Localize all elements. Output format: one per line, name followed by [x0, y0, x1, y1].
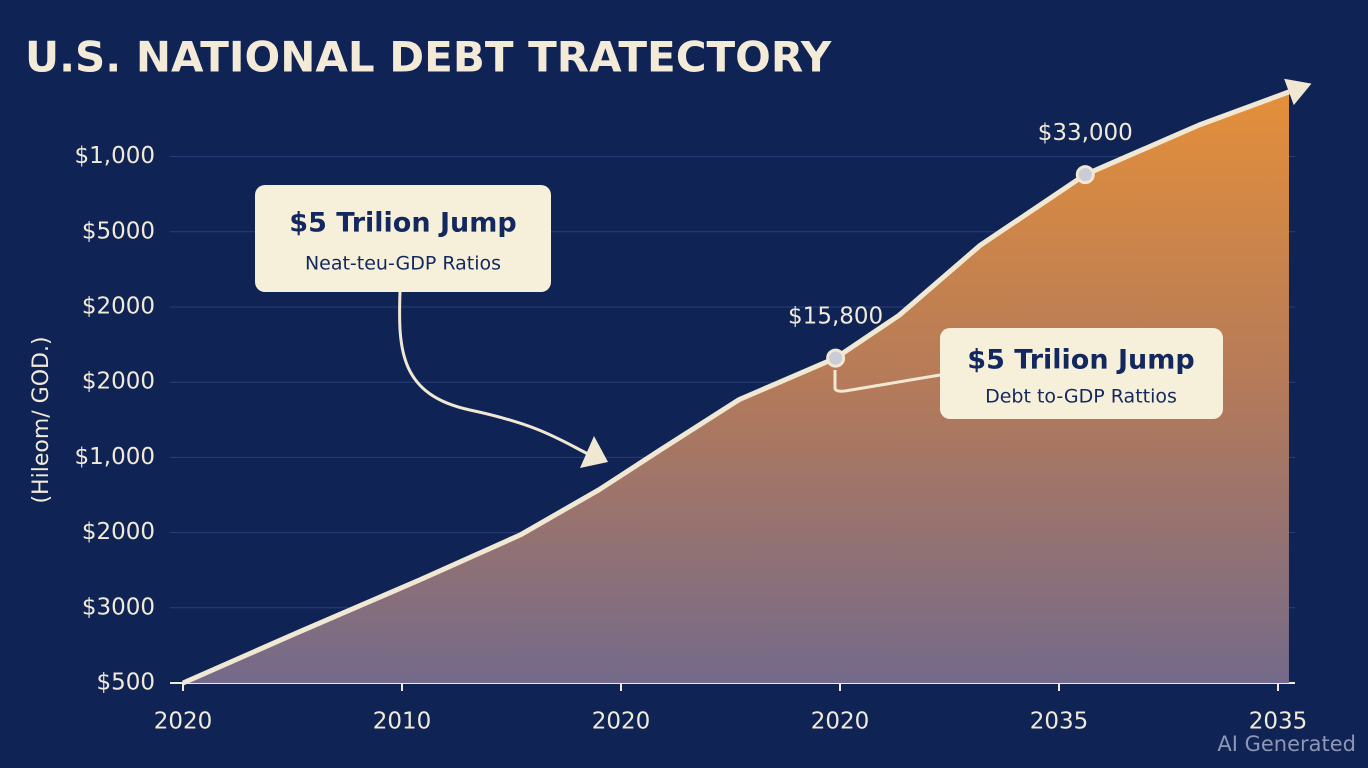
callout-title: $5 Trilion Jump [967, 345, 1194, 376]
callout-title: $5 Trilion Jump [289, 208, 516, 239]
x-tick-label: 2020 [592, 709, 651, 735]
y-tick-label: $2000 [82, 369, 155, 395]
point-marker [1075, 165, 1095, 185]
x-tick-label: 2020 [154, 709, 213, 735]
callout-box [940, 328, 1223, 419]
y-tick-label: $1,000 [75, 444, 155, 470]
callout-connector [833, 370, 941, 393]
x-tick-label: 2010 [373, 709, 432, 735]
x-tick-label: 2035 [1030, 709, 1089, 735]
point-label: $33,000 [1038, 120, 1133, 146]
callout-text: Debt to-GDP Rattios [985, 386, 1177, 408]
y-tick-label: $1,000 [75, 143, 155, 169]
callout-box [255, 185, 551, 292]
area [183, 91, 1289, 683]
y-tick-label: $3000 [82, 594, 155, 620]
arrow-head [580, 436, 608, 468]
watermark: AI Generated [1217, 732, 1356, 756]
point-marker [826, 348, 846, 368]
y-tick-label: $500 [96, 670, 155, 696]
y-tick-label: $2000 [82, 519, 155, 545]
y-tick-label: $2000 [82, 294, 155, 320]
arrow-head [1284, 78, 1312, 106]
y-tick-label: $5000 [82, 218, 155, 244]
callout-text: Neat-teu-GDP Ratios [305, 253, 501, 275]
point-label: $15,800 [788, 304, 883, 330]
chart-title: U.S. NATIONAL DEBT TRATECTORY [25, 33, 832, 82]
x-tick-label: 2020 [811, 709, 870, 735]
y-axis-label: (Hileom/ GOD.) [29, 336, 54, 503]
callout-arrow [398, 291, 591, 457]
x-tick-label: 2035 [1249, 709, 1308, 735]
